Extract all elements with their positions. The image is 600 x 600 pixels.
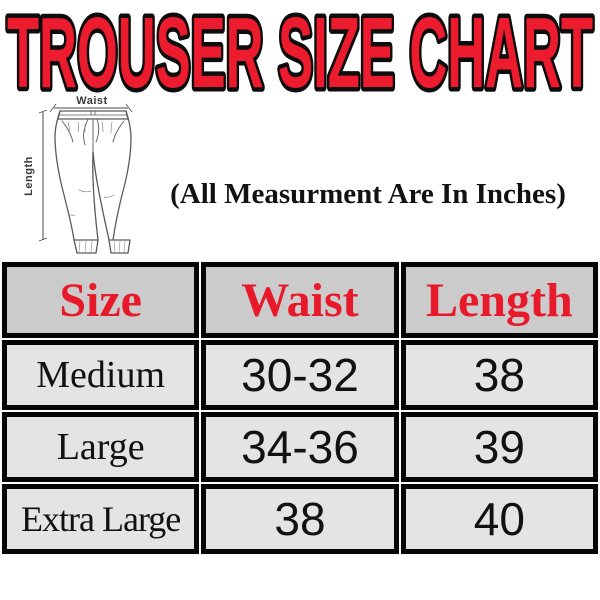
table-row-medium: Medium 30-32 38 xyxy=(2,340,598,410)
column-header-waist: Waist xyxy=(201,262,399,338)
cell-extra-large-length: 40 xyxy=(400,484,598,554)
page-title: TROUSER SIZE CHART xyxy=(7,6,593,98)
right-outer-seam xyxy=(112,110,132,241)
cell-large-waist: 34-36 xyxy=(201,412,399,482)
drawstring-right xyxy=(95,118,100,143)
length-measure-line xyxy=(38,109,48,242)
cell-extra-large-size: Extra Large xyxy=(2,484,200,554)
cell-medium-size: Medium xyxy=(2,340,200,410)
column-header-size: Size xyxy=(2,262,200,338)
right-pocket-line xyxy=(112,120,125,143)
waist-measure-line xyxy=(49,103,133,113)
table-header-row: Size Waist Length xyxy=(2,262,598,338)
right-inner-seam xyxy=(92,151,110,241)
cell-large-length: 39 xyxy=(400,412,598,482)
left-pocket-line xyxy=(61,120,74,143)
cell-large-size: Large xyxy=(2,412,200,482)
cell-medium-waist: 30-32 xyxy=(201,340,399,410)
column-header-length: Length xyxy=(400,262,598,338)
measurement-note: (All Measurment Are In Inches) xyxy=(170,177,566,210)
size-table: Size Waist Length Medium 30-32 38 Large … xyxy=(0,260,600,556)
title-banner: TROUSER SIZE CHART xyxy=(0,0,600,114)
length-measure-label: Length xyxy=(23,156,35,196)
cell-extra-large-waist: 38 xyxy=(201,484,399,554)
trouser-illustration: Waist Length xyxy=(22,94,167,260)
table-row-extra-large: Extra Large 38 40 xyxy=(2,484,598,554)
drawstring-left xyxy=(83,118,89,146)
waist-measure-label: Waist xyxy=(76,95,107,107)
title-art: TROUSER SIZE CHART xyxy=(3,0,598,114)
cell-medium-length: 38 xyxy=(400,340,598,410)
left-inner-seam xyxy=(92,151,99,241)
left-outer-seam xyxy=(54,110,75,241)
table-row-large: Large 34-36 39 xyxy=(2,412,598,482)
trouser-diagram-svg: Waist Length xyxy=(23,95,133,254)
